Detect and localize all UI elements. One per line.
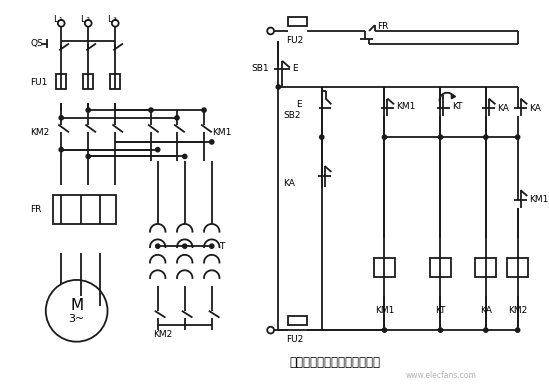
Bar	[507, 258, 528, 277]
Text: KT: KT	[435, 306, 446, 315]
Text: L: L	[108, 15, 113, 24]
Text: www.elecfans.com: www.elecfans.com	[406, 371, 477, 380]
Circle shape	[149, 108, 153, 112]
Text: M: M	[70, 298, 83, 314]
Circle shape	[210, 140, 214, 144]
Text: 1: 1	[58, 17, 62, 22]
Bar	[475, 258, 496, 277]
Text: KA: KA	[497, 104, 509, 113]
Text: E: E	[296, 100, 301, 109]
Text: 2: 2	[85, 17, 89, 22]
Circle shape	[210, 244, 214, 248]
Circle shape	[320, 135, 324, 139]
Circle shape	[183, 154, 187, 158]
Circle shape	[155, 147, 160, 152]
Circle shape	[86, 108, 91, 112]
Bar	[57, 74, 66, 89]
Text: E: E	[292, 64, 298, 73]
Text: KM2: KM2	[153, 330, 172, 339]
Text: FU1: FU1	[30, 78, 48, 87]
Circle shape	[183, 244, 187, 248]
Text: L: L	[81, 15, 86, 24]
Text: FU2: FU2	[286, 36, 303, 45]
Bar	[288, 16, 307, 26]
Text: KM1: KM1	[529, 196, 548, 204]
Bar	[374, 258, 395, 277]
Circle shape	[484, 328, 488, 332]
Text: 3~: 3~	[69, 314, 85, 323]
Circle shape	[438, 135, 442, 139]
Text: KM2: KM2	[30, 128, 49, 137]
Text: FR: FR	[377, 22, 388, 30]
Text: T: T	[220, 242, 225, 251]
Text: KT: KT	[452, 102, 462, 111]
Text: SB2: SB2	[283, 111, 301, 120]
Text: KA: KA	[283, 179, 295, 188]
Text: 3: 3	[113, 17, 116, 22]
Bar	[288, 316, 307, 325]
Text: SB1: SB1	[251, 64, 269, 73]
Circle shape	[202, 108, 206, 112]
Circle shape	[155, 244, 160, 248]
Circle shape	[86, 154, 91, 158]
Bar	[83, 74, 93, 89]
Circle shape	[59, 116, 63, 120]
Text: KM1: KM1	[396, 102, 416, 111]
Text: KM1: KM1	[375, 306, 394, 315]
Text: KA: KA	[480, 306, 492, 315]
Bar	[110, 74, 120, 89]
Circle shape	[516, 328, 520, 332]
Circle shape	[59, 147, 63, 152]
Circle shape	[382, 328, 386, 332]
Bar	[430, 258, 451, 277]
Circle shape	[484, 135, 488, 139]
Text: FU2: FU2	[286, 335, 303, 344]
Text: 自耦變壓器減壓起動控制電路: 自耦變壓器減壓起動控制電路	[290, 356, 380, 369]
Text: QS: QS	[30, 39, 43, 48]
Circle shape	[438, 328, 442, 332]
Circle shape	[175, 116, 179, 120]
Text: KA: KA	[529, 104, 541, 113]
Text: L: L	[53, 15, 59, 24]
Circle shape	[276, 85, 281, 89]
Circle shape	[382, 135, 386, 139]
Bar	[53, 195, 116, 224]
Text: FR: FR	[30, 205, 42, 214]
Text: KM2: KM2	[508, 306, 527, 315]
Text: KM1: KM1	[212, 128, 231, 137]
Circle shape	[516, 135, 520, 139]
